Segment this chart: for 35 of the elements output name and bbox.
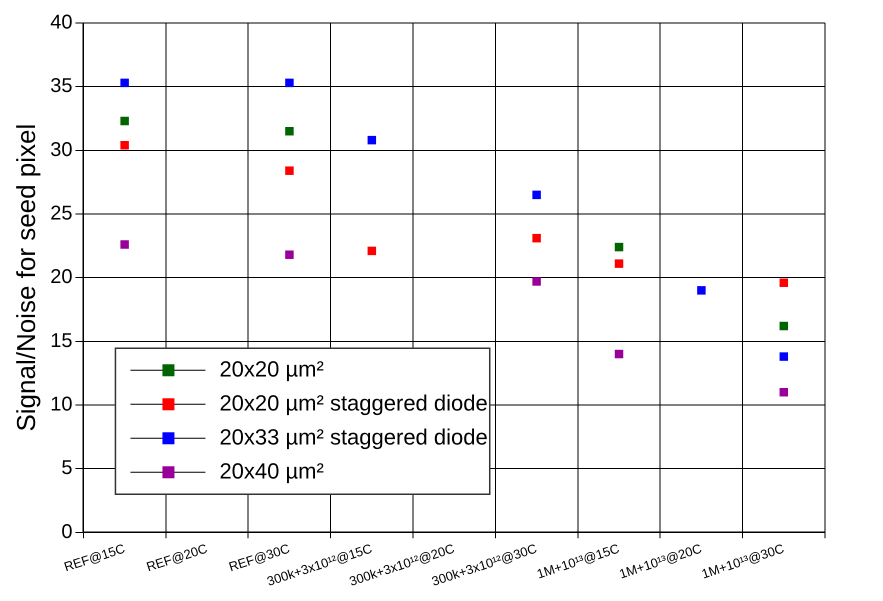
legend-label: 20x33 µm² staggered diode bbox=[219, 424, 488, 450]
point bbox=[120, 140, 129, 150]
y-tick-label: 25 bbox=[50, 202, 72, 224]
legend-label: 20x40 µm² bbox=[219, 458, 324, 484]
y-tick-label: 0 bbox=[61, 520, 72, 543]
point bbox=[614, 259, 624, 268]
point bbox=[697, 286, 706, 295]
point bbox=[614, 350, 624, 358]
point bbox=[120, 78, 129, 88]
y-tick-label: 15 bbox=[50, 330, 72, 352]
point bbox=[780, 278, 788, 287]
point bbox=[532, 190, 541, 200]
point bbox=[368, 246, 376, 256]
point bbox=[285, 250, 294, 259]
point bbox=[780, 388, 788, 396]
point bbox=[285, 126, 294, 136]
point bbox=[780, 352, 788, 361]
point bbox=[285, 78, 294, 88]
point bbox=[780, 322, 788, 330]
point bbox=[532, 234, 541, 242]
y-tick-label: 30 bbox=[50, 138, 72, 161]
y-tick-label: 5 bbox=[61, 457, 72, 480]
point bbox=[368, 136, 376, 144]
point bbox=[614, 242, 624, 252]
point bbox=[120, 116, 129, 126]
y-tick-label: 35 bbox=[50, 75, 72, 98]
legend-label: 20x20 µm² bbox=[219, 356, 324, 382]
y-tick-label: 10 bbox=[50, 393, 72, 416]
point bbox=[120, 240, 129, 249]
point bbox=[285, 166, 294, 175]
y-tick-label: 40 bbox=[50, 12, 72, 34]
point bbox=[532, 277, 541, 286]
legend-label: 20x20 µm² staggered diode bbox=[219, 390, 488, 416]
y-axis-title: Signal/Noise for seed pixel bbox=[10, 124, 41, 432]
y-tick-label: 20 bbox=[50, 266, 72, 288]
